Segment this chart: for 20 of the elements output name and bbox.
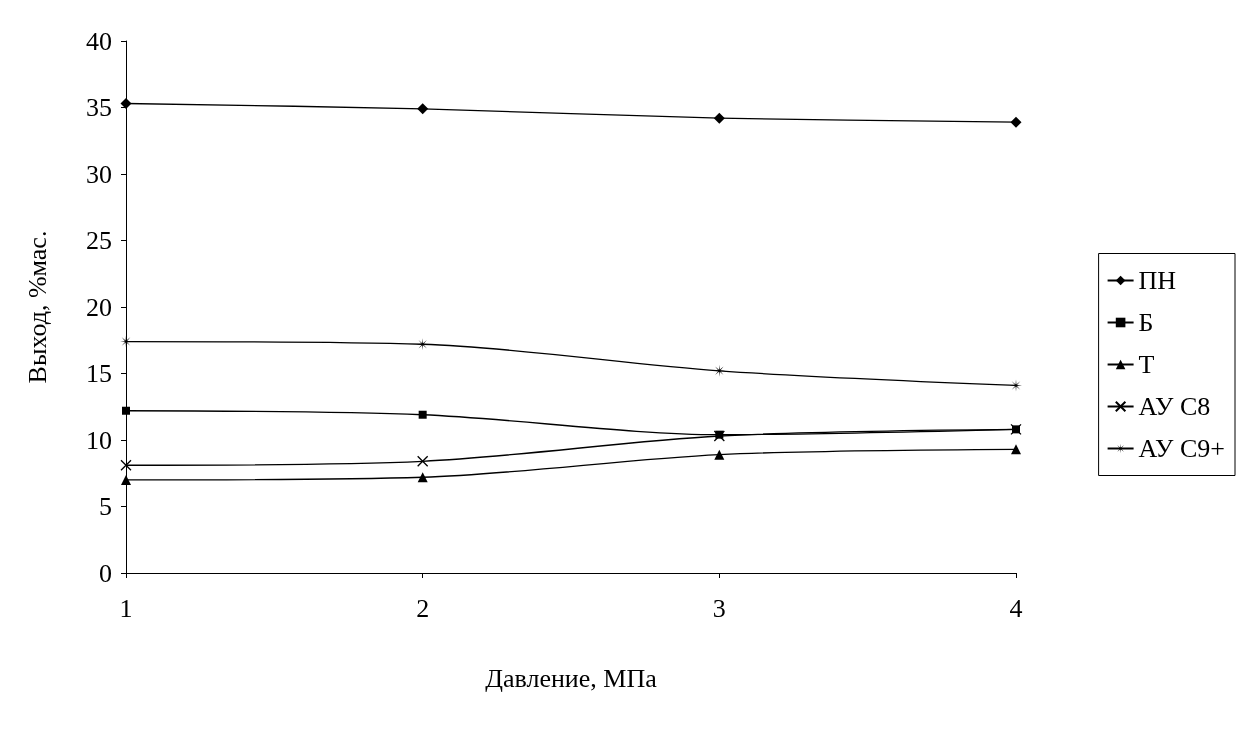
y-tick-label: 15 [86,359,112,388]
y-tick-label: 35 [86,93,112,122]
y-tick-label: 40 [86,26,112,56]
y-axis-title: Выход, %мас. [22,230,52,384]
legend-label: Б [1138,308,1154,337]
y-tick-label: 30 [86,159,112,189]
y-tick-label: 5 [99,492,112,521]
y-tick-label: 25 [86,226,112,255]
x-axis-title: Давление, МПа [485,663,658,693]
y-tick-label: 0 [99,558,112,588]
legend-label: Т [1138,350,1155,379]
y-tick-label: 20 [86,292,112,322]
legend-label: ПН [1138,266,1177,295]
legend-label: АУ С9+ [1138,434,1225,463]
legend-label: АУ С8 [1138,392,1211,421]
x-tick-label: 1 [119,593,133,623]
y-tick-label: 10 [86,425,112,455]
x-tick-label: 3 [712,593,726,623]
x-tick-label: 2 [416,593,430,623]
x-tick-label: 4 [1009,593,1023,623]
